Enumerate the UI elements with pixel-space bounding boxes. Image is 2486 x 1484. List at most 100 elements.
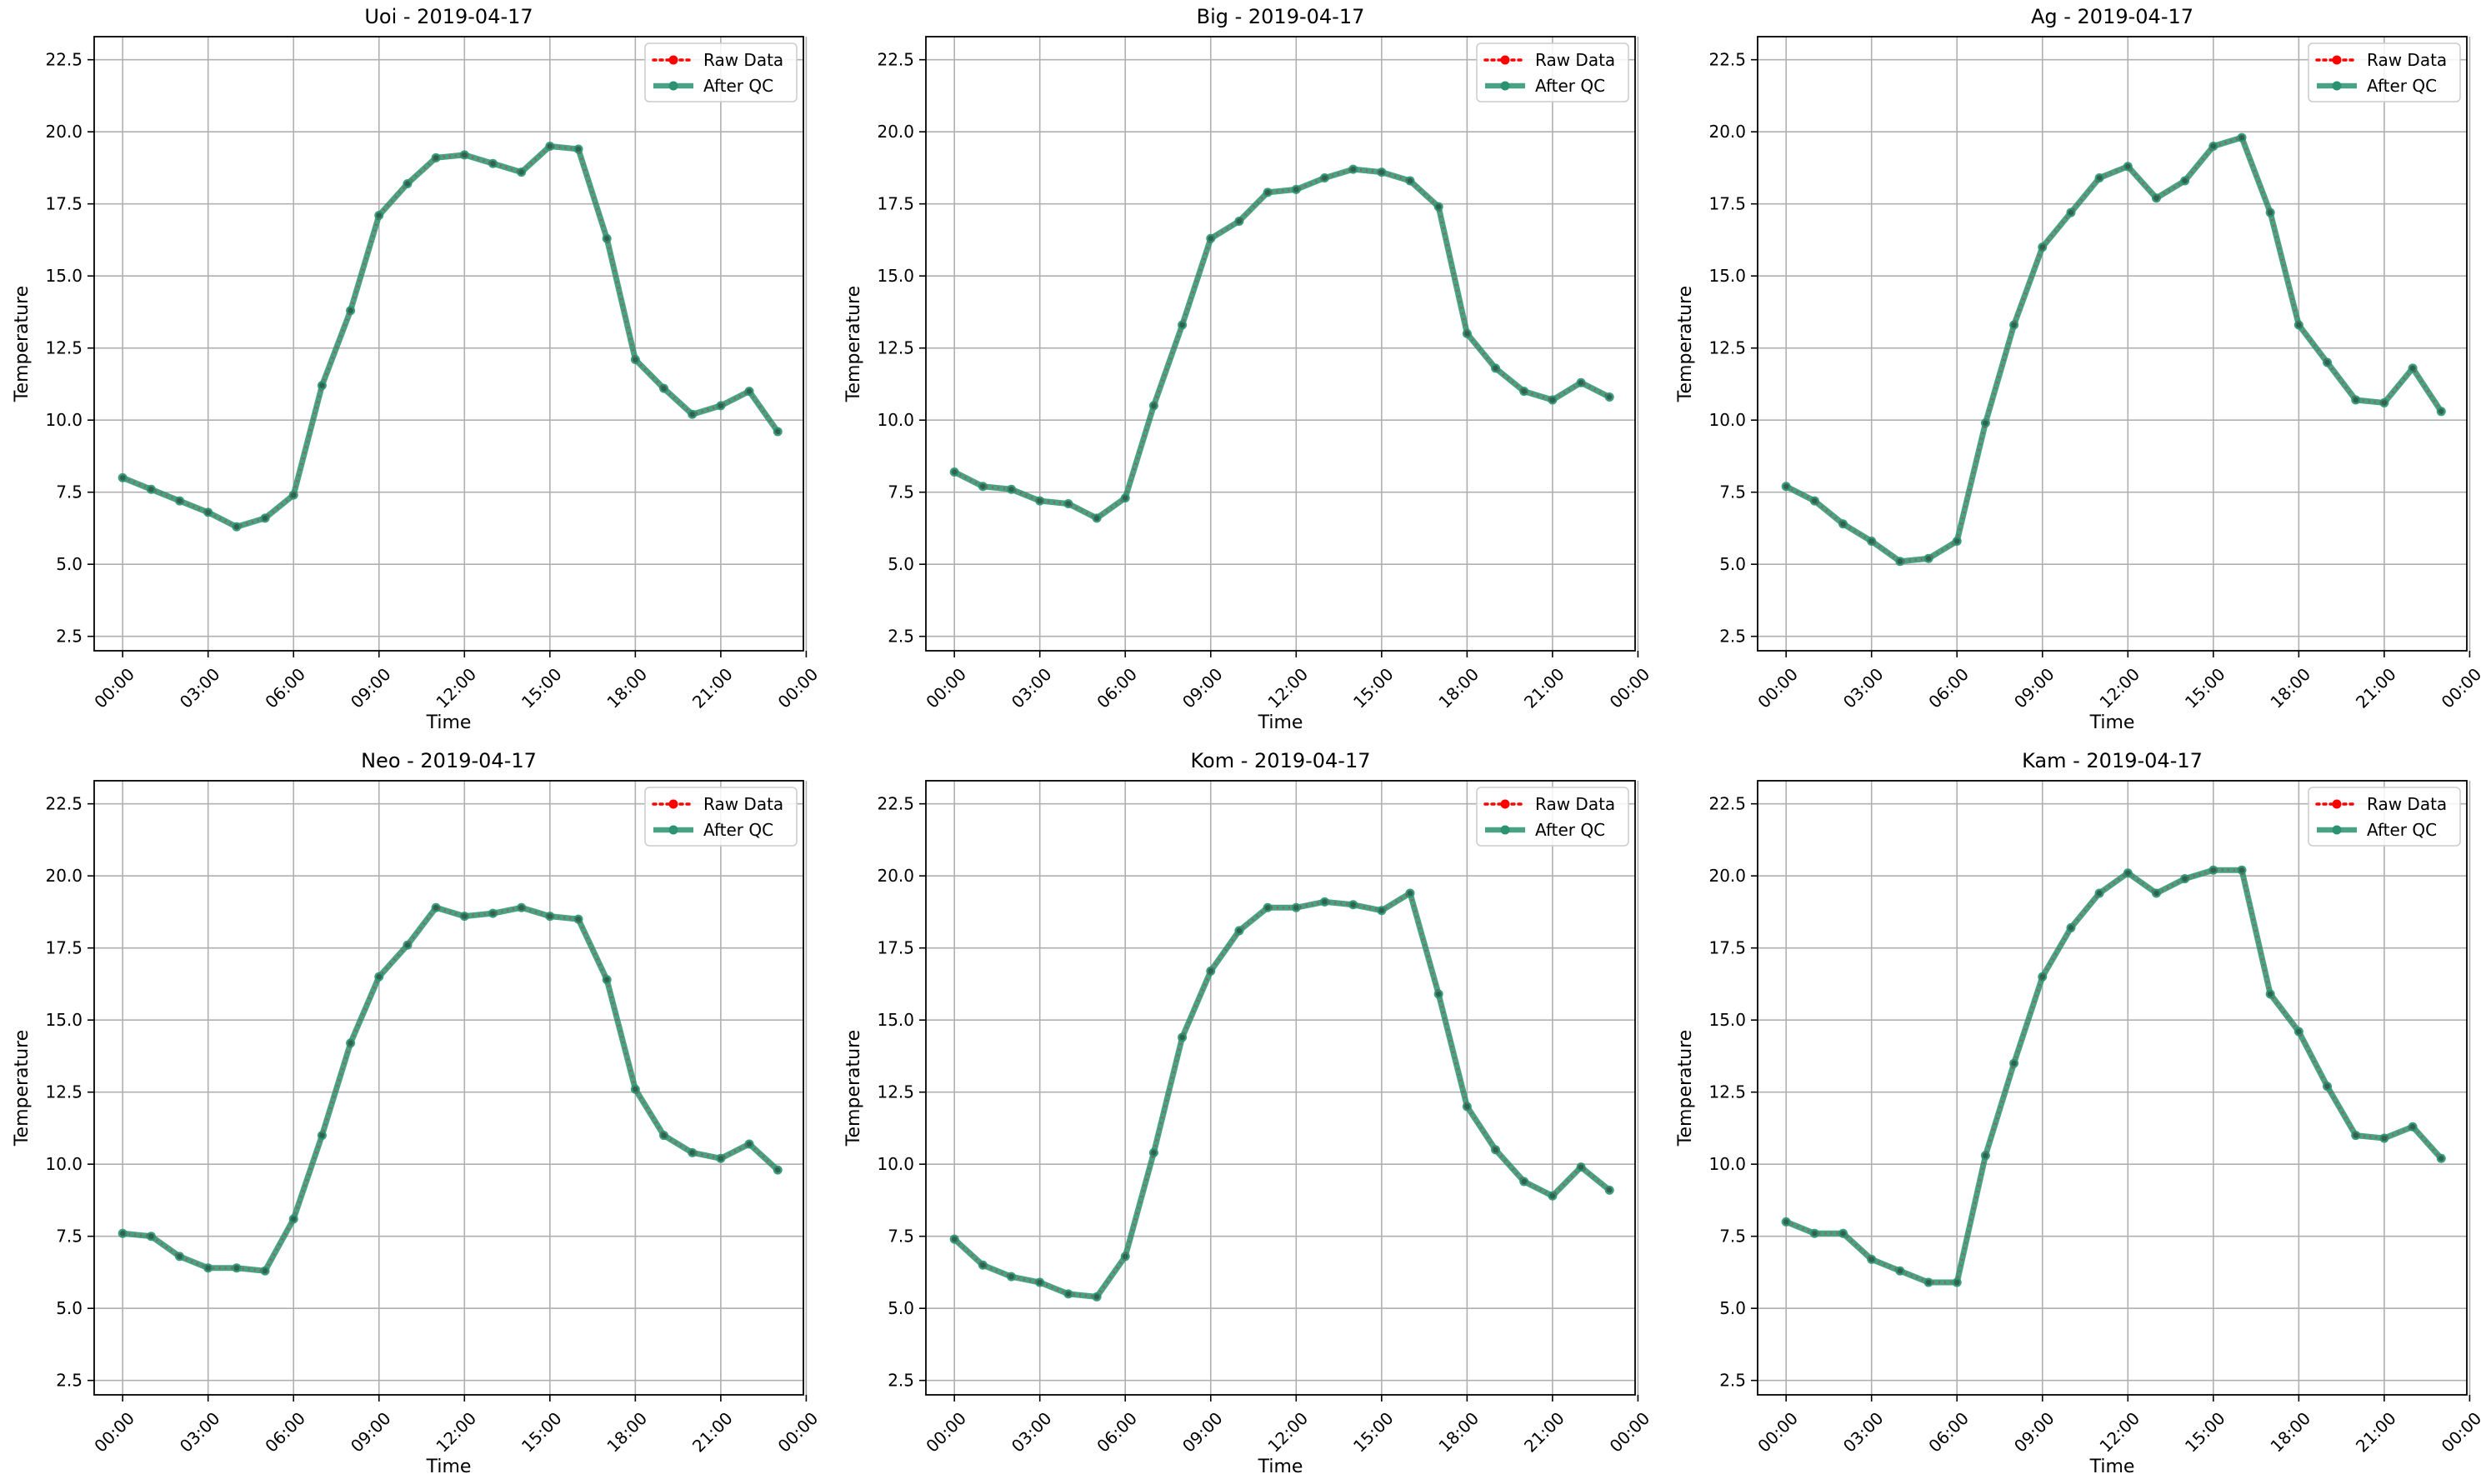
chart-3-raw-point	[2182, 177, 2188, 184]
chart-5-raw-point	[1607, 1187, 1613, 1193]
chart-5-raw-point	[1521, 1178, 1527, 1185]
chart-2-xtick-label: 06:00	[1093, 664, 1141, 712]
chart-3-raw-point	[2068, 209, 2074, 216]
chart-1-ytick-label: 10.0	[45, 410, 83, 430]
chart-3-xtick-label: 15:00	[2181, 664, 2229, 712]
chart-1-raw-point	[661, 385, 667, 392]
chart-3-raw-point	[1783, 483, 1789, 489]
chart-6: Kam - 2019-04-17 2.5 5.0 7.5 10.0 12.5 15.0 17.…	[1675, 749, 2485, 1477]
chart-3-raw-point	[1897, 558, 1903, 564]
chart-3-raw-point	[2039, 244, 2045, 250]
chart-1-legend-qc-label: After QC	[703, 76, 773, 96]
chart-5-raw-point	[1264, 905, 1271, 911]
chart-2-raw-point	[951, 469, 958, 475]
chart-2-ytick-label: 10.0	[877, 410, 914, 430]
chart-2-legend-raw-marker	[1500, 55, 1510, 65]
chart-2-xlabel: Time	[1258, 712, 1303, 733]
chart-2-raw-point	[1378, 169, 1385, 175]
chart-5-legend: Raw Data After QC	[1476, 787, 1629, 847]
chart-1-raw-point	[233, 524, 240, 530]
chart-4-raw-point	[661, 1132, 667, 1138]
chart-5-raw-point	[1208, 968, 1213, 974]
chart-6-raw-point	[1954, 1279, 1960, 1286]
chart-2-xtick-label: 03:00	[1008, 664, 1056, 712]
chart-1-xlabel: Time	[426, 712, 472, 733]
chart-2-ytick-label: 20.0	[877, 122, 914, 142]
chart-1-raw-point	[490, 161, 496, 167]
chart-2-raw-point	[980, 483, 986, 489]
chart-2-legend-raw-label: Raw Data	[1535, 50, 1615, 70]
chart-6-xtick-label: 00:00	[1753, 1408, 1802, 1457]
chart-4-raw-point	[119, 1231, 126, 1237]
chart-5-xtick-label: 03:00	[1008, 1408, 1056, 1457]
chart-4-xlabel: Time	[426, 1457, 472, 1477]
chart-1-xtick-label: 06:00	[261, 664, 309, 712]
chart-6-xtick-label: 09:00	[2010, 1408, 2058, 1457]
chart-2-xtick-label: 18:00	[1434, 664, 1483, 712]
chart-1-ytick-label: 22.5	[45, 50, 83, 70]
chart-1-raw-point	[177, 497, 183, 504]
chart-2-series-after-qc-line	[953, 166, 1611, 522]
chart-2-ytick-label: 2.5	[888, 627, 914, 647]
chart-6-ytick-label: 5.0	[1719, 1298, 1746, 1318]
chart-5-ytick-label: 10.0	[877, 1154, 914, 1174]
chart-4-ytick-label: 22.5	[45, 794, 83, 814]
chart-6-xtick-label: 06:00	[1924, 1408, 1973, 1457]
chart-4-raw-point	[205, 1265, 211, 1271]
chart-4-ytick-label: 7.5	[56, 1227, 83, 1247]
chart-3-raw-point	[2125, 163, 2131, 169]
chart-6-xtick-label: 18:00	[2266, 1408, 2314, 1457]
chart-1-raw-point	[462, 152, 468, 158]
chart-4-raw-point	[433, 905, 439, 911]
chart-6-raw-point	[1783, 1219, 1789, 1225]
chart-2-raw-point	[1322, 175, 1328, 181]
chart-3-xtick-label: 09:00	[2010, 664, 2058, 712]
chart-2-raw-point	[1464, 331, 1470, 337]
chart-6-raw-point	[1983, 1152, 1988, 1159]
chart-5-raw-point	[1435, 991, 1442, 997]
chart-3-raw-point	[2238, 134, 2245, 141]
chart-6-xtick-label: 03:00	[1839, 1408, 1888, 1457]
chart-2-series-raw-line	[953, 167, 1610, 520]
chart-1-xtick-label: 00:00	[774, 664, 823, 712]
chart-5-raw-point	[1464, 1103, 1470, 1110]
chart-6-raw-point	[2381, 1135, 2388, 1142]
chart-6-raw-point	[2267, 991, 2273, 997]
chart-2-legend-qc-label: After QC	[1535, 76, 1605, 96]
chart-4-legend-qc-label: After QC	[703, 820, 773, 840]
chart-1-raw-point	[689, 412, 695, 417]
chart-5-raw-point	[1322, 899, 1328, 905]
chart-5-raw-point	[1293, 905, 1299, 911]
chart-1-raw-point	[262, 515, 268, 522]
chart-4-xtick-label: 00:00	[90, 1408, 138, 1457]
chart-5-series-raw-line	[953, 891, 1611, 1298]
chart-1-series-raw-line	[122, 144, 779, 528]
chart-5-raw-point	[1093, 1294, 1100, 1300]
chart-2-raw-point	[1008, 487, 1014, 492]
chart-2-raw-point	[1123, 495, 1128, 501]
chart-5-xtick-label: 12:00	[1263, 1408, 1312, 1457]
chart-3-legend-raw-label: Raw Data	[2367, 50, 2447, 70]
chart-4-ytick-label: 15.0	[45, 1010, 83, 1030]
chart-5-xtick-label: 00:00	[922, 1408, 970, 1457]
chart-3-ytick-label: 10.0	[1708, 410, 1746, 430]
chart-3-raw-point	[2438, 408, 2444, 415]
chart-6-ytick-label: 2.5	[1719, 1371, 1746, 1391]
chart-1-legend-qc-marker	[668, 81, 678, 91]
chart-3: Ag - 2019-04-17 2.5 5.0 7.5 10.0 12.5 15.0 17.5…	[1675, 5, 2485, 733]
chart-2-ytick-label: 5.0	[888, 554, 914, 574]
chart-6-ytick-label: 7.5	[1719, 1227, 1746, 1247]
chart-6-raw-point	[1897, 1268, 1903, 1274]
chart-4-legend: Raw Data After QC	[644, 787, 798, 847]
chart-3-ytick-label: 22.5	[1708, 50, 1746, 70]
chart-6-raw-point	[2210, 867, 2217, 873]
chart-3-xtick-label: 21:00	[2352, 664, 2400, 712]
chart-6-raw-point	[2238, 867, 2245, 873]
chart-6-raw-point	[2324, 1083, 2330, 1089]
chart-3-legend-qc-marker	[2332, 81, 2342, 91]
chart-2-raw-point	[1607, 394, 1613, 400]
chart-6-ytick-label: 10.0	[1708, 1154, 1746, 1174]
chart-4-ytick-label: 20.0	[45, 866, 83, 886]
chart-5-raw-point	[1549, 1193, 1556, 1199]
chart-6-legend-qc-label: After QC	[2367, 820, 2437, 840]
